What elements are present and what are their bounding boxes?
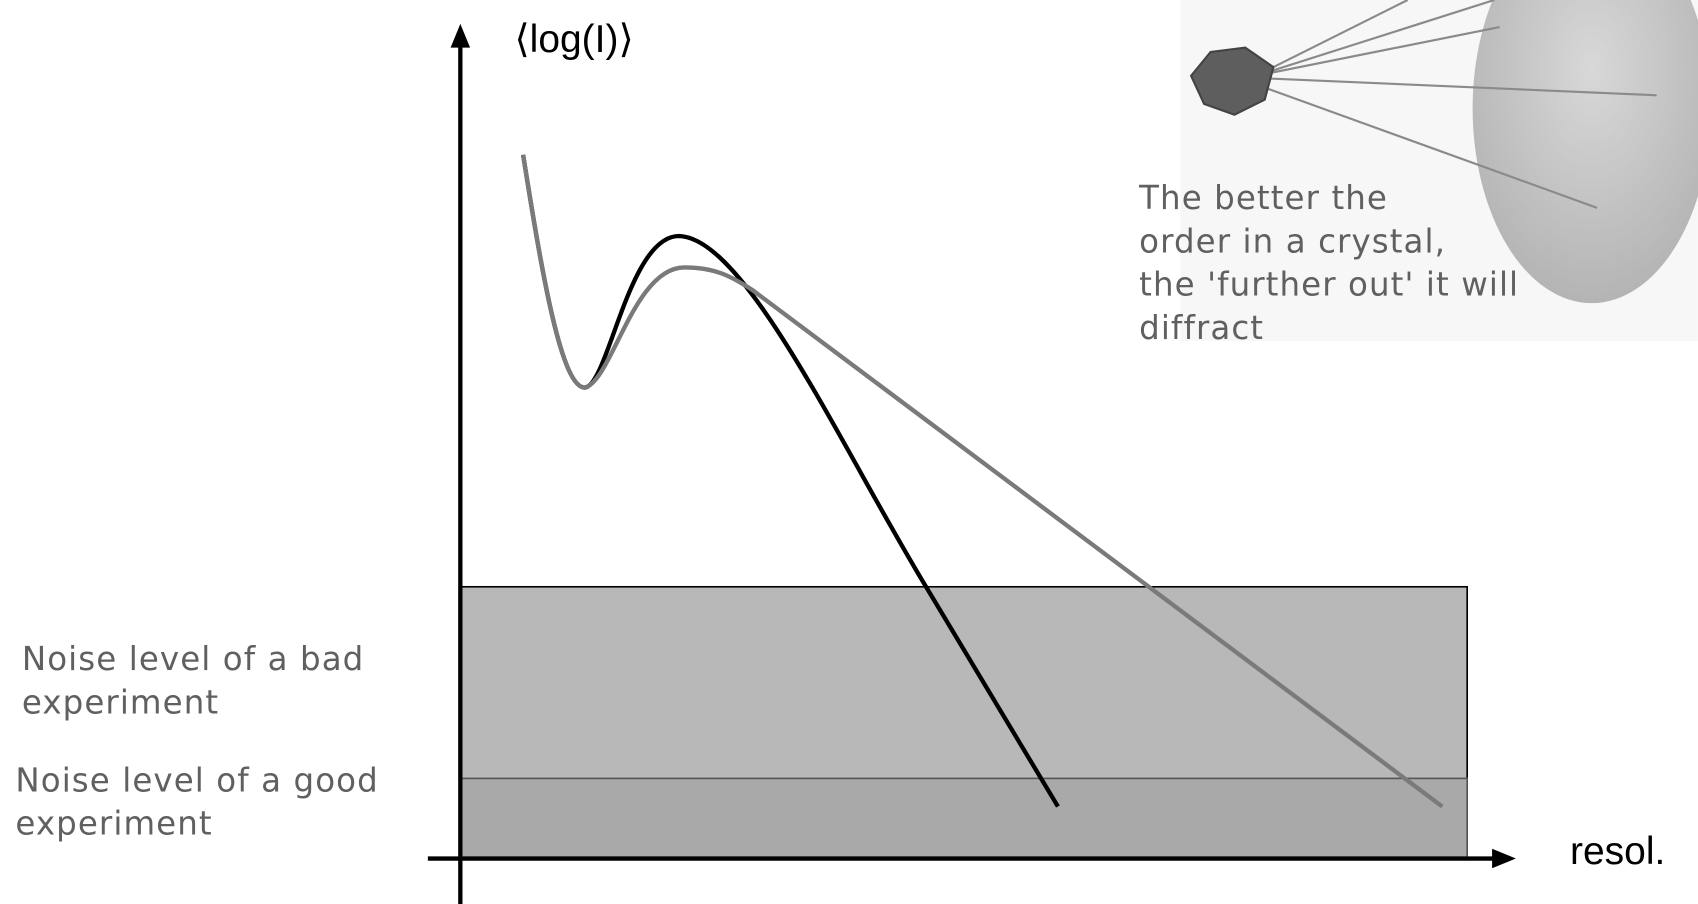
note-line: experiment — [22, 683, 219, 721]
diffraction-rays — [1255, 0, 1657, 209]
detector — [1472, 0, 1698, 304]
good-noise-band — [459, 777, 1468, 860]
x-axis-label: resol. — [1570, 830, 1665, 873]
good-noise-note: Noise level of a good experiment — [15, 761, 378, 843]
note-line: diffract — [1139, 309, 1264, 347]
note-line: Noise level of a good — [15, 761, 378, 799]
note-line: the 'further out' it will — [1139, 266, 1519, 304]
note-line: order in a crystal, — [1139, 222, 1446, 260]
x-axis-arrow — [1492, 848, 1516, 869]
crystal-illustration — [1180, 0, 1698, 342]
note-line: experiment — [15, 805, 212, 843]
good-crystal-curve — [520, 154, 1444, 809]
crystal-note: The better the order in a crystal, the '… — [1138, 179, 1519, 347]
y-axis-arrow — [450, 23, 471, 48]
note-line: The better the — [1138, 179, 1388, 217]
bad-noise-note: Noise level of a bad experiment — [22, 640, 365, 721]
crystal — [1189, 46, 1275, 116]
y-axis-label: ⟨log(I)⟩ — [514, 18, 633, 61]
note-line: Noise level of a bad — [22, 640, 365, 678]
